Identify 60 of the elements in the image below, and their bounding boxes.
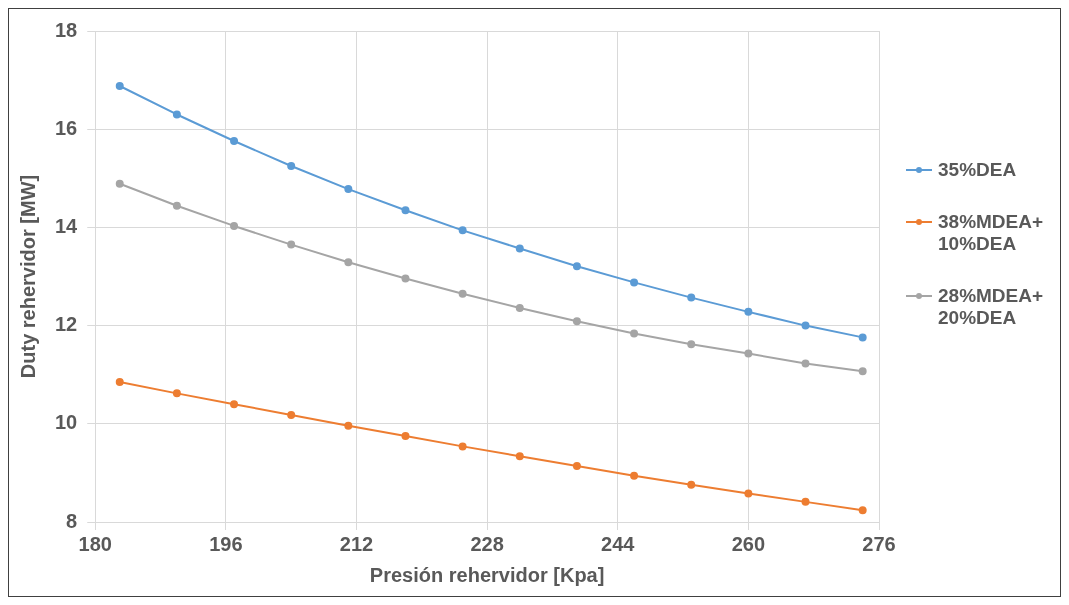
point bbox=[172, 389, 181, 398]
point bbox=[515, 452, 524, 461]
x-tick-label: 260 bbox=[731, 532, 766, 555]
y-axis-title: Duty rehervidor [MW] bbox=[16, 174, 39, 379]
point bbox=[458, 226, 467, 235]
y-tick-label: 8 bbox=[66, 509, 78, 532]
point bbox=[401, 274, 410, 283]
point bbox=[744, 489, 753, 498]
point bbox=[630, 278, 639, 287]
y-tick-label: 14 bbox=[55, 214, 79, 237]
point bbox=[572, 317, 581, 326]
x-tick-label: 196 bbox=[209, 532, 243, 555]
point bbox=[344, 421, 353, 430]
point bbox=[515, 303, 524, 312]
point bbox=[287, 410, 296, 419]
point bbox=[458, 289, 467, 298]
legend-label: 38%MDEA+ 10%DEA bbox=[938, 211, 1045, 255]
point bbox=[230, 221, 239, 230]
point bbox=[630, 471, 639, 480]
point bbox=[172, 110, 181, 119]
y-tick-label: 12 bbox=[55, 313, 78, 336]
y-tick-label: 16 bbox=[55, 116, 78, 139]
point bbox=[858, 506, 867, 515]
point bbox=[230, 136, 239, 145]
point bbox=[801, 359, 810, 368]
point bbox=[230, 400, 239, 409]
x-tick-label: 180 bbox=[78, 532, 112, 555]
x-tick-label: 244 bbox=[601, 532, 636, 555]
point bbox=[115, 179, 124, 188]
point bbox=[687, 340, 696, 349]
point bbox=[458, 442, 467, 451]
point bbox=[687, 293, 696, 302]
x-axis-title: Presión rehervidor [Kpa] bbox=[369, 563, 605, 586]
point bbox=[287, 240, 296, 249]
point bbox=[687, 480, 696, 489]
point bbox=[401, 432, 410, 441]
point bbox=[401, 206, 410, 215]
point bbox=[858, 367, 867, 376]
legend-label: 35%DEA bbox=[938, 159, 1018, 181]
y-tick-label: 18 bbox=[55, 18, 78, 41]
point bbox=[630, 329, 639, 338]
point bbox=[287, 162, 296, 171]
point bbox=[858, 333, 867, 342]
x-tick-label: 228 bbox=[470, 532, 504, 555]
legend-label: 28%MDEA+ 20%DEA bbox=[938, 285, 1045, 329]
point bbox=[744, 307, 753, 316]
point bbox=[801, 321, 810, 330]
point bbox=[744, 349, 753, 358]
point bbox=[572, 262, 581, 271]
point bbox=[801, 497, 810, 506]
point bbox=[344, 258, 353, 267]
y-tick-label: 10 bbox=[55, 411, 78, 434]
point bbox=[344, 185, 353, 194]
x-tick-label: 276 bbox=[862, 532, 896, 555]
point bbox=[572, 462, 581, 471]
point bbox=[115, 81, 124, 90]
point bbox=[515, 244, 524, 253]
point bbox=[172, 201, 181, 210]
point bbox=[115, 378, 124, 387]
x-tick-label: 212 bbox=[339, 532, 374, 555]
